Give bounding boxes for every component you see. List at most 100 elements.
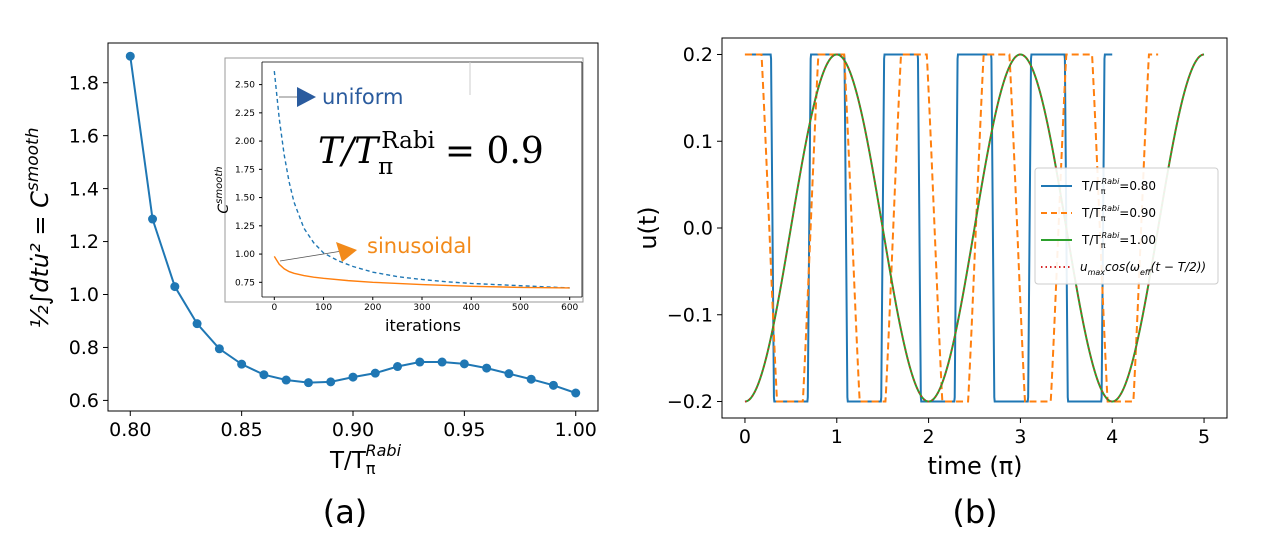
y-tick-label: 1.2: [69, 231, 99, 253]
data-point: [214, 344, 224, 354]
y-tick-label: 0.2: [683, 44, 713, 66]
data-point: [125, 51, 135, 61]
y-tick-label: 1.00: [235, 250, 255, 260]
x-tick-label: 400: [463, 303, 480, 313]
data-point: [459, 359, 469, 369]
y-tick-label: 2.25: [235, 109, 255, 119]
legend-entry-080: T/TπRabi=0.80: [1041, 177, 1156, 196]
legend-entry-090: T/TπRabi=0.90: [1041, 204, 1156, 223]
uniform-annotation: uniform: [322, 85, 403, 109]
y-tick-label: 0.8: [69, 337, 99, 359]
y-tick-label: −0.2: [667, 391, 713, 413]
data-point: [437, 357, 447, 367]
sinusoidal-annotation: sinusoidal: [367, 234, 472, 258]
inset-series-sinusoidal: [273, 255, 570, 289]
x-tick-label: 3: [1014, 426, 1026, 448]
y-tick-label: 1.6: [69, 125, 99, 147]
legend-entry-100: T/TπRabi=1.00: [1041, 231, 1156, 250]
data-point: [237, 359, 247, 369]
panel-a-y-axis-label: ½∫dtu̇² = Csmooth: [23, 127, 54, 328]
legend: T/TπRabi=0.80 T/TπRabi=0.90 T/TπRabi=1.0…: [1034, 167, 1219, 285]
data-point: [348, 372, 358, 382]
panel-b-y-ticks: −0.2 −0.1 0.0 0.1 0.2: [667, 44, 722, 413]
x-tick-label: 100: [315, 303, 332, 313]
uniform-arrow-icon: [297, 87, 316, 107]
panel-b-chart: 0 1 2 3 4 5 −0.2 −0.1 0.0 0.1 0.2 time (π) u(t) (…: [634, 37, 1228, 531]
data-point: [303, 378, 313, 388]
y-tick-label: 2.00: [235, 137, 255, 147]
series-line-2: [744, 53, 1205, 403]
x-tick-label: 0: [271, 303, 277, 313]
inset-chart: 0 100 200 300 400 500 600 0.75 1.00 1.25 1.50 1.75…: [214, 57, 584, 335]
sinusoidal-arrow-line: [279, 250, 343, 262]
panel-b-series: [744, 53, 1205, 403]
data-point: [393, 362, 403, 372]
y-tick-label: 0.6: [69, 390, 99, 412]
legend-label-080: T/TπRabi=0.80: [1081, 177, 1156, 196]
panel-a-series: [125, 51, 581, 398]
y-tick-label: 1.50: [235, 194, 255, 204]
y-tick-label: 1.4: [69, 178, 99, 200]
legend-entry-cos: umaxcos(ωeff(t − T/2)): [1041, 260, 1206, 277]
x-tick-label: 0.85: [220, 419, 262, 441]
inset-series-uniform: [273, 70, 570, 289]
x-tick-label: 5: [1198, 426, 1210, 448]
y-tick-label: 0.0: [683, 218, 713, 240]
data-point: [326, 377, 336, 387]
inset-background: [224, 57, 584, 303]
x-tick-label: 300: [413, 303, 430, 313]
panel-a-chart: 0.80 0.85 0.90 0.95 1.00 0.6 0.8 1.0 1.2 1.4 1.6 1…: [23, 42, 599, 531]
legend-label-100: T/TπRabi=1.00: [1081, 231, 1156, 250]
y-tick-label: −0.1: [667, 304, 713, 326]
data-point: [281, 375, 291, 385]
legend-box: [1034, 167, 1219, 285]
data-point: [571, 388, 581, 398]
data-point: [526, 374, 536, 384]
x-tick-label: 4: [1106, 426, 1118, 448]
panel-b-x-ticks: 0 1 2 3 4 5: [739, 418, 1210, 448]
y-tick-label: 1.75: [235, 165, 255, 175]
x-tick-label: 0: [739, 426, 751, 448]
data-point: [504, 369, 514, 379]
panel-a-x-axis-label: T/TπRabi: [329, 441, 402, 478]
data-point: [482, 363, 492, 373]
x-tick-label: 600: [561, 303, 578, 313]
panel-b-x-axis-label: time (π): [927, 452, 1022, 480]
y-tick-label: 1.25: [235, 222, 255, 232]
panel-a-y-ticks: 0.6 0.8 1.0 1.2 1.4 1.6 1.8: [69, 72, 108, 412]
y-tick-label: 2.50: [235, 81, 255, 91]
x-tick-label: 0.90: [332, 419, 374, 441]
data-point: [192, 319, 202, 329]
inset-y-ticks: 0.75 1.00 1.25 1.50 1.75 2.00 2.25 2.50: [235, 81, 262, 288]
y-tick-label: 0.75: [235, 278, 255, 288]
x-tick-label: 1.00: [555, 419, 597, 441]
inset-series: [273, 70, 570, 289]
x-tick-label: 500: [512, 303, 529, 313]
legend-label-090: T/TπRabi=0.90: [1081, 204, 1156, 223]
x-tick-label: 0.80: [109, 419, 151, 441]
inset-y-axis-label: Csmooth: [214, 166, 232, 213]
series-line-1: [744, 53, 1159, 403]
y-tick-label: 0.1: [683, 131, 713, 153]
data-point: [415, 357, 425, 367]
data-point: [370, 368, 380, 378]
legend-label-cos: umaxcos(ωeff(t − T/2)): [1080, 260, 1206, 277]
panel-b-label: (b): [952, 493, 997, 531]
x-tick-label: 1: [831, 426, 843, 448]
inset-x-axis-label: iterations: [385, 316, 461, 335]
data-point: [548, 380, 558, 390]
x-tick-label: 2: [923, 426, 935, 448]
x-tick-label: 200: [364, 303, 381, 313]
data-point: [259, 370, 269, 380]
y-tick-label: 1.8: [69, 72, 99, 94]
panel-b-y-axis-label: u(t): [634, 206, 662, 249]
y-tick-label: 1.0: [69, 284, 99, 306]
x-tick-label: 0.95: [443, 419, 485, 441]
panel-a-label: (a): [323, 493, 368, 531]
data-point: [170, 282, 180, 292]
panel-a-x-ticks: 0.80 0.85 0.90 0.95 1.00: [109, 411, 597, 441]
ratio-annotation: T/TπRabi = 0.9: [318, 128, 544, 180]
inset-x-ticks: 0 100 200 300 400 500 600: [271, 297, 579, 313]
sinusoidal-arrow-icon: [336, 242, 357, 262]
